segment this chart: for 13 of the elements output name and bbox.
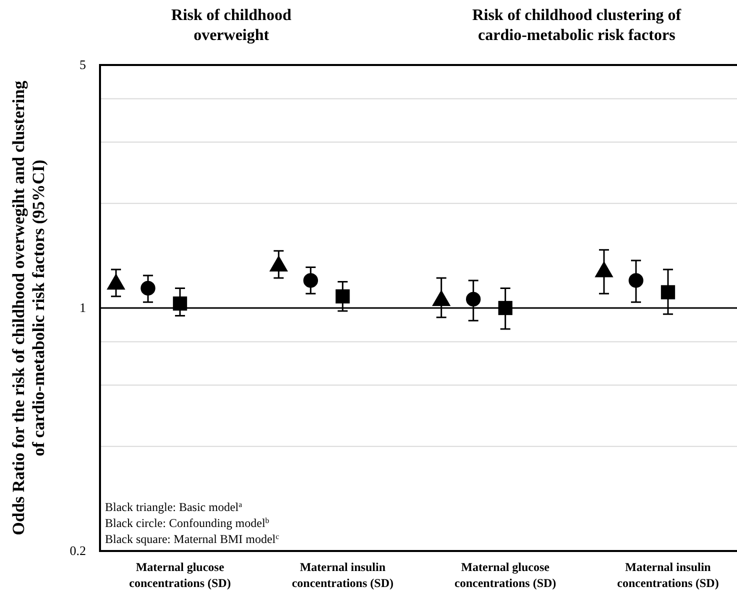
y-axis-title: Odds Ratio for the risk of childhood overwegiht and clustering of cardio-metabolic risk factors (95%CI) [9, 80, 48, 536]
annotation: Black triangle: Basic model$^{a}$ [105, 500, 243, 514]
x-tick-label: Maternal insulin concentrations (SD) [292, 560, 394, 590]
text: Risk of childhood clustering of cardio-metabolic risk factors [472, 7, 682, 44]
annotation: Black circle: Confounding model$^{b}$ [105, 516, 270, 530]
y-tick-label: 0.2 [70, 543, 86, 558]
x-tick-label: Maternal insulin concentrations (SD) [617, 560, 719, 590]
y-tick-label: 1 [80, 300, 86, 316]
x-tick-label: Maternal glucose concentrations (SD) [454, 560, 556, 590]
x-tick-label: Maternal glucose concentrations (SD) [129, 560, 231, 590]
annotation: Black square: Maternal BMI model$^{c}$ [105, 532, 280, 546]
y-tick-label: 5 [80, 57, 86, 72]
text: Risk of childhood overweight [171, 7, 292, 44]
